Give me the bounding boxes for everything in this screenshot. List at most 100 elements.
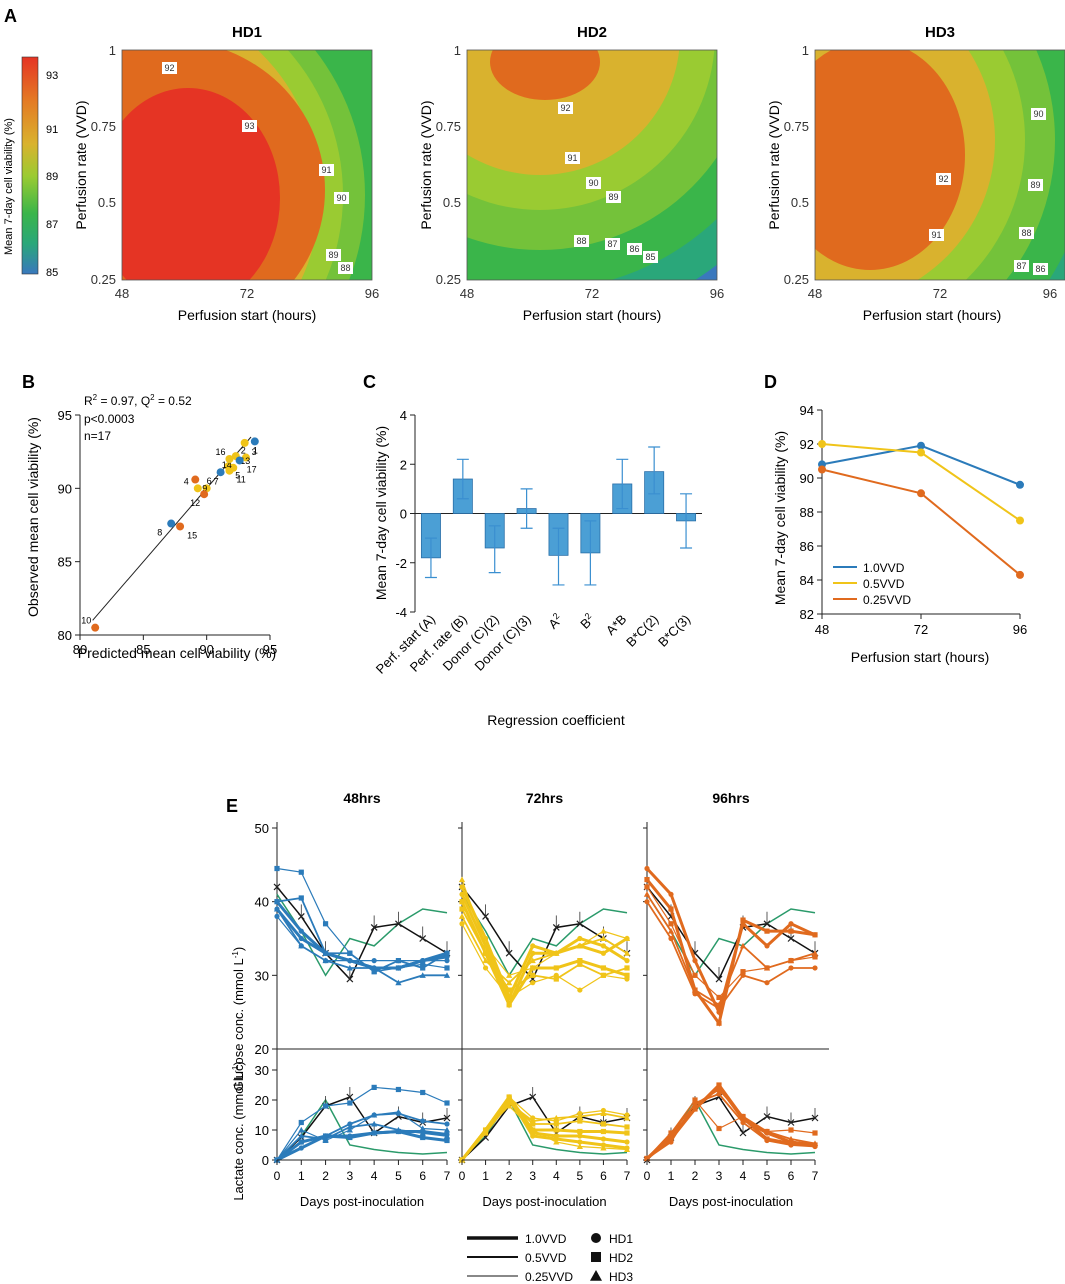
x-tick-label: 6 (788, 1169, 795, 1183)
contour-label: 90 (336, 193, 346, 203)
series-marker (600, 965, 607, 971)
reference-line-black (461, 1096, 628, 1161)
series-marker (298, 935, 304, 942)
series-marker (459, 921, 465, 927)
contour-label: 92 (938, 174, 948, 184)
x-tick: 72 (585, 286, 599, 301)
x-tick-label: 5 (395, 1169, 402, 1183)
series-line (645, 878, 816, 1027)
y-tick-label: 30 (255, 1063, 269, 1078)
legend-line-label: 1.0VVD (525, 1232, 567, 1246)
x-tick-label: 7 (444, 1169, 451, 1183)
series-marker (298, 1132, 305, 1139)
series-marker (298, 1119, 304, 1126)
series-marker (553, 1121, 559, 1127)
series-marker (506, 994, 512, 1001)
series-marker (577, 961, 583, 967)
contour-label: 87 (607, 239, 617, 249)
x-tick: 72 (933, 286, 947, 301)
series-marker (692, 1106, 698, 1112)
series-marker (506, 987, 512, 993)
y-tick: 0.75 (784, 119, 809, 134)
contour-label: 89 (1030, 180, 1040, 190)
y-tick: 1 (454, 43, 461, 58)
series-marker (812, 1143, 818, 1150)
series-marker (739, 942, 747, 949)
y-tick-label: 92 (800, 437, 814, 452)
series-marker (553, 1138, 560, 1145)
x-tick-label: 4 (553, 1169, 560, 1183)
data-point (193, 484, 202, 493)
series-line (460, 886, 628, 1002)
series-line (276, 1129, 448, 1162)
y-tick-label: 88 (800, 505, 814, 520)
series-marker (644, 876, 650, 883)
reference-point (346, 1093, 354, 1101)
series-marker (444, 958, 450, 964)
reference-point (370, 924, 378, 931)
series-marker (420, 965, 426, 971)
x-axis-label: Perfusion start (hours) (523, 307, 662, 323)
series-line (646, 1092, 816, 1160)
x-axis-label: Regression coefficient (487, 712, 625, 728)
series-point (1016, 516, 1024, 525)
series-marker (668, 1130, 674, 1136)
series-marker (577, 1133, 583, 1139)
x-tick-label: 1 (482, 1169, 489, 1183)
series-marker (764, 980, 770, 986)
series-marker (322, 958, 329, 964)
y-tick: 0.5 (98, 195, 116, 210)
series-marker (788, 958, 794, 964)
series-marker (420, 961, 426, 967)
y-axis-label: Mean 7-day cell viability (%) (772, 431, 788, 605)
x-tick-label: 2 (322, 1169, 329, 1183)
series-line (646, 886, 816, 999)
series-marker (668, 1139, 674, 1145)
x-tick-label: 3 (529, 1169, 536, 1183)
error-bar (648, 446, 661, 495)
series-marker (668, 935, 674, 942)
series-marker (347, 1100, 353, 1106)
contour-label: 89 (608, 192, 618, 202)
series-marker (395, 1086, 402, 1093)
y-axis-label: Perfusion rate (VVD) (73, 100, 89, 229)
series-marker (443, 972, 451, 978)
reference-point (787, 1119, 795, 1126)
series-marker (444, 1121, 450, 1127)
series-marker (643, 891, 651, 897)
series-marker (506, 1102, 513, 1109)
colorbar-tick: 91 (46, 124, 58, 136)
contour-label: 93 (244, 121, 254, 131)
point-label: 15 (187, 530, 197, 540)
series-marker (788, 1142, 794, 1148)
series-marker (644, 1155, 650, 1162)
series-marker (371, 1111, 378, 1118)
series-marker (624, 972, 630, 978)
series-marker (346, 1126, 353, 1133)
series-marker (623, 935, 631, 941)
legend-marker (591, 1252, 601, 1262)
contour-plot-hd1: HD1 92 93 91 90 89 88 1 0.75 0.5 0.25 48… (73, 24, 379, 323)
series-marker (764, 965, 770, 971)
legend-marker (591, 1233, 601, 1243)
reference-point (346, 975, 354, 983)
series-marker (716, 1082, 722, 1088)
contour-label: 88 (340, 263, 350, 273)
colorbar-tick: 85 (46, 267, 58, 279)
series-marker (600, 928, 607, 934)
series-point (917, 441, 925, 450)
x-tick: 48 (115, 286, 129, 301)
reference-line-green (276, 893, 448, 977)
y-tick-label: 84 (800, 573, 814, 588)
y-tick-label: 90 (800, 471, 814, 486)
point-label: 10 (81, 616, 91, 626)
series-marker (274, 865, 280, 872)
reference-point (715, 975, 723, 983)
series-marker (788, 921, 794, 927)
x-tick: 96 (365, 286, 379, 301)
x-tick-label: 5 (577, 1169, 584, 1183)
point-label: 6 (207, 476, 212, 486)
category-label: A2 (545, 611, 566, 632)
series-marker (482, 942, 489, 949)
series-marker (624, 958, 630, 964)
